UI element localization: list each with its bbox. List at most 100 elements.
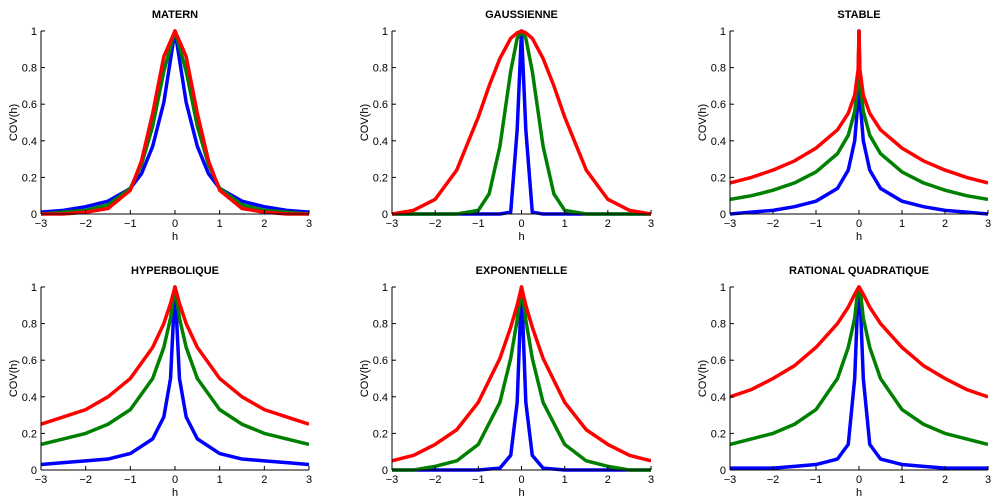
series-line-3 (41, 285, 309, 426)
y-tick-label: 0.2 (22, 428, 37, 440)
x-tick-label: 3 (985, 218, 991, 230)
series-line-1 (392, 29, 651, 216)
series-line-3 (392, 285, 651, 463)
y-tick-label: 0.6 (711, 355, 726, 367)
chart-title: EXPONENTIELLE (476, 265, 568, 277)
series-group (730, 29, 988, 216)
x-tick-label: −1 (472, 218, 485, 230)
series-group (41, 29, 309, 216)
y-tick-label: 0.2 (373, 428, 388, 440)
y-tick-label: 0.4 (22, 392, 37, 404)
y-axis-label: COV(h) (359, 360, 371, 397)
y-axis-label: COV(h) (697, 360, 709, 397)
x-tick-label: −2 (429, 474, 442, 486)
x-tick-label: 2 (942, 474, 948, 486)
series-line-2 (41, 29, 309, 216)
x-tick-label: −3 (35, 218, 48, 230)
x-tick-label: 1 (562, 474, 568, 486)
x-tick-label: 1 (899, 218, 905, 230)
y-tick-label: 0.4 (373, 136, 388, 148)
x-tick-label: −1 (810, 218, 823, 230)
y-axis-label: COV(h) (8, 360, 20, 397)
x-tick-label: −1 (124, 474, 137, 486)
x-tick-label: 0 (856, 218, 862, 230)
x-tick-label: −2 (79, 218, 92, 230)
y-tick-label: 0.4 (711, 392, 726, 404)
x-tick-label: −2 (767, 474, 780, 486)
y-tick-label: 0.2 (711, 172, 726, 184)
x-tick-label: 1 (217, 474, 223, 486)
series-group (392, 29, 651, 216)
x-axis-label: h (172, 487, 178, 499)
y-tick-label: 0.2 (711, 428, 726, 440)
chart-title: STABLE (837, 9, 880, 21)
y-tick-label: 0.4 (373, 392, 388, 404)
series-line-1 (41, 285, 309, 467)
y-tick-label: 0 (31, 465, 37, 477)
x-tick-label: 0 (518, 474, 524, 486)
x-tick-label: 0 (172, 474, 178, 486)
x-tick-label: 3 (648, 474, 654, 486)
x-axis-label: h (518, 487, 524, 499)
y-tick-label: 0 (382, 209, 388, 221)
series-line-3 (730, 29, 988, 185)
y-tick-label: 0.6 (373, 99, 388, 111)
y-tick-label: 0.4 (711, 136, 726, 148)
y-axis-label: COV(h) (8, 104, 20, 141)
x-tick-label: 2 (261, 474, 267, 486)
chart-title: HYPERBOLIQUE (131, 265, 219, 277)
x-axis-label: h (856, 231, 862, 243)
x-tick-label: −3 (724, 474, 737, 486)
y-tick-label: 1 (31, 26, 37, 38)
chart-panel-4: 0 0.2 0.4 0.6 0.8 1 −3 −2 −1 0 1 2 3 h COV(h) EXPONENTI… (359, 265, 654, 499)
y-tick-label: 1 (720, 26, 726, 38)
x-tick-label: −1 (124, 218, 137, 230)
x-tick-label: 2 (605, 218, 611, 230)
y-tick-label: 0.8 (373, 319, 388, 331)
x-tick-label: −3 (724, 218, 737, 230)
series-line-3 (392, 29, 651, 216)
chart-title: RATIONAL QUADRATIQUE (789, 265, 929, 277)
chart-panel-2: 0 0.2 0.4 0.6 0.8 1 −3 −2 −1 0 1 2 3 h COV(h) STABLE (697, 9, 991, 243)
series-group (392, 285, 651, 472)
y-tick-label: 0 (31, 209, 37, 221)
x-tick-label: −3 (35, 474, 48, 486)
x-tick-label: 2 (942, 218, 948, 230)
chart-title: MATERN (152, 9, 198, 21)
x-axis-label: h (518, 231, 524, 243)
y-tick-label: 1 (31, 282, 37, 294)
x-tick-label: 3 (985, 474, 991, 486)
chart-panel-0: 0 0.2 0.4 0.6 0.8 1 −3 −2 −1 0 1 2 3 h COV(h) MATERN (8, 9, 312, 243)
y-tick-label: 0.2 (22, 172, 37, 184)
y-axis-label: COV(h) (359, 104, 371, 141)
y-tick-label: 1 (720, 282, 726, 294)
y-tick-label: 1 (382, 282, 388, 294)
x-tick-label: −2 (767, 218, 780, 230)
x-tick-label: 2 (261, 218, 267, 230)
y-tick-label: 0.8 (373, 63, 388, 75)
x-tick-label: −2 (429, 218, 442, 230)
chart-panel-5: 0 0.2 0.4 0.6 0.8 1 −3 −2 −1 0 1 2 3 h COV(h) RATIONAL … (697, 265, 991, 499)
series-line-3 (41, 29, 309, 216)
x-tick-label: 3 (306, 474, 312, 486)
x-tick-label: 0 (172, 218, 178, 230)
series-line-3 (730, 285, 988, 399)
y-tick-label: 0.6 (22, 355, 37, 367)
x-tick-label: 0 (518, 218, 524, 230)
chart-panel-1: 0 0.2 0.4 0.6 0.8 1 −3 −2 −1 0 1 2 3 h COV(h) GAUSSIENN… (359, 9, 654, 243)
x-tick-label: −3 (386, 474, 399, 486)
x-tick-label: −2 (79, 474, 92, 486)
x-tick-label: 2 (605, 474, 611, 486)
series-group (730, 285, 988, 470)
x-tick-label: −1 (810, 474, 823, 486)
y-tick-label: 0 (720, 209, 726, 221)
x-axis-label: h (172, 231, 178, 243)
x-tick-label: 1 (217, 218, 223, 230)
x-tick-label: 3 (648, 218, 654, 230)
y-tick-label: 1 (382, 26, 388, 38)
chart-title: GAUSSIENNE (485, 9, 558, 21)
x-tick-label: 0 (856, 474, 862, 486)
series-line-1 (41, 29, 309, 214)
y-axis-label: COV(h) (697, 104, 709, 141)
